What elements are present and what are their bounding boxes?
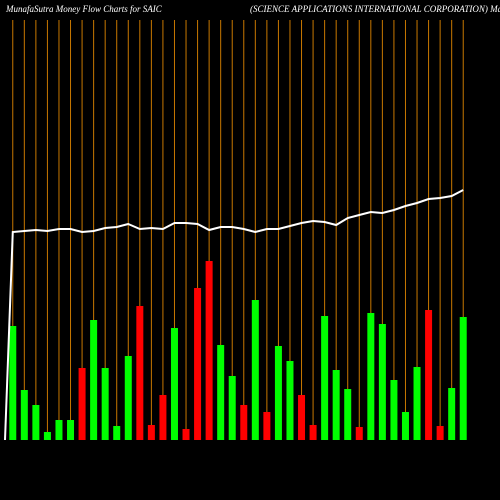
bar bbox=[344, 389, 352, 440]
bar bbox=[309, 425, 317, 440]
bar bbox=[182, 429, 190, 440]
bar bbox=[124, 356, 132, 440]
bar bbox=[113, 426, 121, 440]
bar bbox=[228, 376, 236, 440]
bar bbox=[390, 380, 398, 440]
bar bbox=[159, 395, 167, 440]
bar bbox=[67, 420, 75, 440]
bar bbox=[170, 328, 178, 440]
bar bbox=[90, 320, 98, 440]
bar bbox=[217, 345, 225, 440]
bar bbox=[298, 395, 306, 440]
bar bbox=[32, 405, 40, 440]
bar bbox=[401, 412, 409, 440]
bar bbox=[378, 324, 386, 440]
bar bbox=[367, 313, 375, 440]
bar bbox=[286, 361, 294, 440]
chart-subtitle: (SCIENCE APPLICATIONS INTERNATIONAL CORP… bbox=[250, 4, 500, 14]
bar bbox=[194, 288, 202, 440]
bar bbox=[9, 326, 17, 440]
bar bbox=[147, 425, 155, 440]
bar bbox=[20, 390, 28, 440]
bar bbox=[413, 367, 421, 440]
bar bbox=[425, 310, 433, 440]
bar bbox=[43, 432, 51, 440]
bar bbox=[78, 368, 86, 440]
bar bbox=[205, 261, 213, 440]
bar bbox=[355, 427, 363, 440]
bar bbox=[101, 368, 109, 440]
bar bbox=[274, 346, 282, 440]
price-line bbox=[4, 189, 464, 441]
bar bbox=[263, 412, 271, 440]
bar bbox=[448, 388, 456, 440]
bar bbox=[240, 405, 248, 440]
bar bbox=[459, 317, 467, 440]
bar bbox=[251, 300, 259, 440]
bar bbox=[321, 316, 329, 440]
bar bbox=[55, 420, 63, 440]
bar bbox=[436, 426, 444, 440]
bar bbox=[136, 306, 144, 440]
chart-title: MunafaSutra Money Flow Charts for SAIC bbox=[5, 4, 163, 14]
bar bbox=[332, 370, 340, 440]
